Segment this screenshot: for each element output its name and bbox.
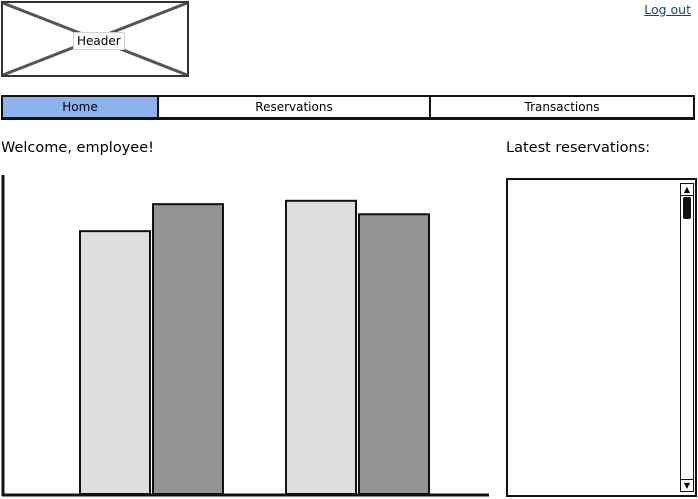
list-scrollbar[interactable]: ▲ ▼ bbox=[680, 183, 694, 492]
scroll-up-arrow-icon[interactable]: ▲ bbox=[681, 184, 693, 196]
bar-group1-series1 bbox=[79, 230, 151, 495]
bar-group2-series2 bbox=[358, 213, 430, 495]
bar-group2-series1 bbox=[285, 199, 357, 496]
tab-transactions[interactable]: Transactions bbox=[431, 97, 693, 117]
tab-transactions-label: Transactions bbox=[524, 100, 600, 114]
main-nav-tabs: Home Reservations Transactions bbox=[1, 95, 695, 120]
bar-chart bbox=[1, 175, 489, 497]
latest-reservations-list[interactable]: ▲ ▼ bbox=[506, 178, 697, 497]
bar-group1-series2 bbox=[152, 203, 224, 496]
welcome-heading: Welcome, employee! bbox=[1, 140, 154, 156]
latest-reservations-title: Latest reservations: bbox=[506, 140, 651, 156]
header-placeholder-label: Header bbox=[73, 32, 125, 50]
tab-reservations[interactable]: Reservations bbox=[159, 97, 431, 117]
logout-link[interactable]: Log out bbox=[644, 2, 691, 17]
tab-home[interactable]: Home bbox=[3, 97, 159, 117]
scroll-thumb[interactable] bbox=[683, 197, 691, 219]
tab-home-label: Home bbox=[62, 100, 98, 114]
tab-reservations-label: Reservations bbox=[255, 100, 333, 114]
scroll-down-arrow-icon[interactable]: ▼ bbox=[681, 479, 693, 491]
chart-bars bbox=[79, 199, 430, 496]
header-image-placeholder: Header bbox=[1, 1, 189, 77]
